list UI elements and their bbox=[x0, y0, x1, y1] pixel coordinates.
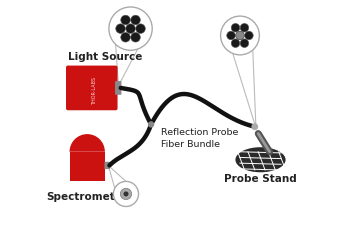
Circle shape bbox=[121, 16, 130, 26]
Circle shape bbox=[240, 40, 249, 48]
FancyBboxPatch shape bbox=[115, 82, 121, 95]
Text: Probe Stand: Probe Stand bbox=[224, 174, 297, 184]
Circle shape bbox=[116, 25, 125, 34]
Circle shape bbox=[113, 182, 139, 207]
Ellipse shape bbox=[236, 148, 286, 173]
Text: THOR·LABS: THOR·LABS bbox=[92, 77, 97, 104]
Circle shape bbox=[109, 8, 152, 51]
Circle shape bbox=[236, 32, 244, 41]
Circle shape bbox=[251, 124, 258, 131]
Circle shape bbox=[148, 122, 154, 128]
Circle shape bbox=[120, 188, 132, 200]
Text: Light Source: Light Source bbox=[68, 51, 142, 61]
Circle shape bbox=[121, 33, 130, 43]
Circle shape bbox=[236, 32, 244, 41]
Wedge shape bbox=[70, 134, 105, 152]
Circle shape bbox=[124, 192, 128, 197]
Text: Reflection Probe
Fiber Bundle: Reflection Probe Fiber Bundle bbox=[161, 127, 239, 148]
Circle shape bbox=[220, 17, 259, 56]
Circle shape bbox=[227, 32, 235, 41]
Circle shape bbox=[240, 24, 249, 33]
Circle shape bbox=[126, 25, 135, 34]
Circle shape bbox=[136, 25, 145, 34]
Circle shape bbox=[131, 33, 140, 43]
Bar bbox=[70, 152, 105, 182]
Text: Spectrometer: Spectrometer bbox=[47, 191, 128, 201]
FancyBboxPatch shape bbox=[104, 162, 110, 169]
FancyBboxPatch shape bbox=[66, 66, 118, 111]
Circle shape bbox=[245, 32, 253, 41]
Circle shape bbox=[231, 40, 240, 48]
Circle shape bbox=[131, 16, 140, 26]
Circle shape bbox=[231, 24, 240, 33]
